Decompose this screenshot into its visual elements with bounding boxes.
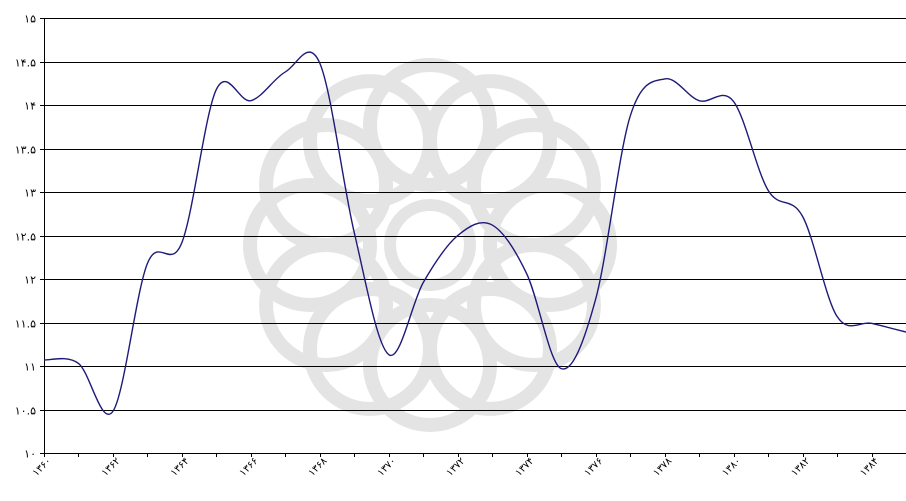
series-line: [43, 51, 906, 415]
y-tick-label: ۱۴.۵: [15, 57, 36, 70]
watermark-ring: [259, 118, 394, 252]
watermark-center: [384, 199, 476, 291]
x-tick-label: ۱۳۶۴: [169, 456, 192, 479]
watermark-ring: [423, 74, 557, 209]
watermark-ring: [466, 118, 601, 252]
x-tick-label: ۱۳۸۰: [720, 456, 743, 479]
x-tick-label: ۱۳۷۲: [445, 456, 468, 479]
y-axis-ticks: ۱۰ ۱۰.۵ ۱۱ ۱۱.۵ ۱۲ ۱۲.۵ ۱۳ ۱۳.۵ ۱۴ ۱۴.۵ ۱۵: [15, 13, 44, 461]
watermark-logo: [243, 58, 617, 432]
x-tick-label: ۱۳۷۰: [376, 456, 399, 479]
y-tick-label: ۱۲: [24, 274, 36, 287]
x-tick-label: ۱۳۷۴: [513, 456, 536, 479]
x-axis-ticks: ۱۳۶۰ ۱۳۶۲ ۱۳۶۴ ۱۳۶۶ ۱۳۶۸ ۱۳۷۰ ۱۳۷۲ ۱۳۷۴ ۱۳۷۶ ۱۳۷۸…: [31, 453, 881, 479]
y-tick-label: ۱۲.۵: [15, 231, 36, 244]
y-tick-label: ۱۰.۵: [15, 405, 36, 418]
watermark-ring: [483, 178, 617, 312]
y-tick-label: ۱۰: [24, 448, 36, 461]
x-tick-label: ۱۳۸۴: [858, 456, 881, 479]
watermark-ring: [243, 178, 377, 312]
y-tick-label: ۱۱.۵: [15, 318, 36, 331]
x-tick-label: ۱۳۸۲: [789, 456, 812, 479]
x-tick-label: ۱۳۷۶: [582, 456, 605, 479]
x-tick-label: ۱۳۶۶: [238, 456, 261, 479]
y-tick-label: ۱۱: [24, 361, 36, 374]
y-tick-label: ۱۵: [24, 13, 36, 26]
x-tick-label: ۱۳۶۲: [100, 456, 123, 479]
x-tick-label: ۱۳۷۸: [651, 455, 674, 478]
watermark-ring: [303, 281, 437, 416]
x-tick-label: ۱۳۶۸: [307, 455, 330, 478]
y-tick-label: ۱۳: [24, 187, 36, 200]
watermark-ring: [363, 58, 497, 192]
y-tick-label: ۱۳.۵: [15, 144, 36, 157]
y-tick-label: ۱۴: [24, 100, 36, 113]
watermark-ring: [363, 298, 497, 432]
axes: [44, 18, 906, 454]
